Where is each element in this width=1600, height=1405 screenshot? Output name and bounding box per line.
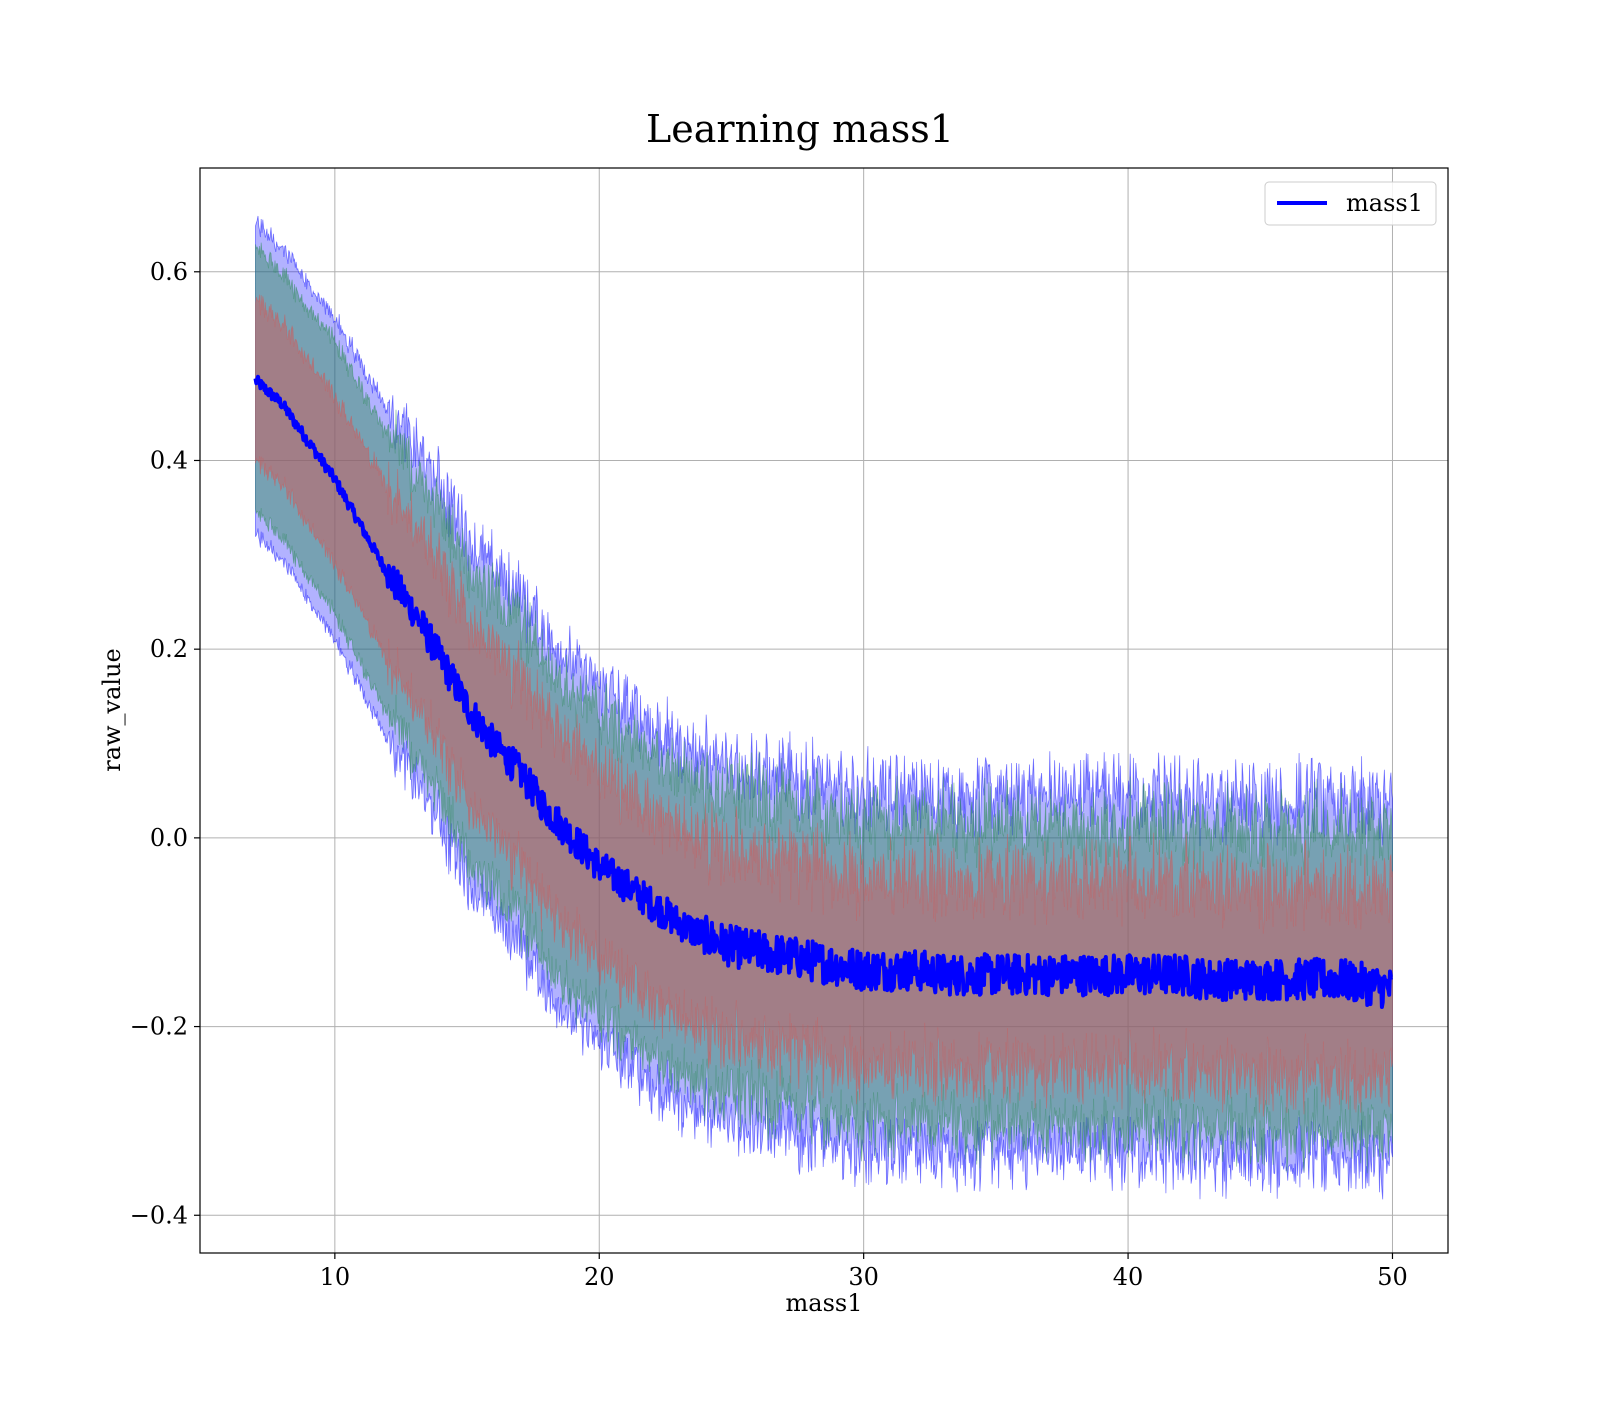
x-tick-label-1: 20: [584, 1263, 615, 1291]
y-tick-label-3: 0.2: [150, 635, 188, 663]
band-inner: [255, 294, 1393, 1117]
grid: [200, 168, 1448, 1253]
x-axis-ticks: 10 20 30 40 50: [320, 1253, 1408, 1291]
x-tick-label-4: 50: [1377, 1263, 1408, 1291]
legend-label-mass1: mass1: [1346, 189, 1423, 217]
chart-title: Learning mass1: [646, 107, 954, 151]
y-axis-ticks: −0.4 −0.2 0.0 0.2 0.4 0.6: [130, 258, 200, 1229]
y-tick-label-0: −0.4: [130, 1201, 188, 1229]
series-lines: [253, 374, 1394, 1009]
y-axis-label: raw_value: [98, 648, 126, 772]
legend-box: [1264, 181, 1437, 226]
y-tick-label-2: 0.0: [150, 824, 188, 852]
x-tick-label-3: 40: [1113, 1263, 1144, 1291]
y-tick-label-5: 0.6: [150, 258, 188, 286]
y-tick-label-1: −0.2: [130, 1013, 188, 1041]
x-axis-label: mass1: [786, 1289, 863, 1317]
x-tick-label-0: 10: [320, 1263, 351, 1291]
y-tick-label-4: 0.4: [150, 446, 188, 474]
plot-frame: [199, 167, 1449, 1254]
x-tick-label-2: 30: [848, 1263, 879, 1291]
confidence-bands: [255, 215, 1393, 1200]
legend: mass1: [1264, 181, 1437, 226]
series-line-mass1: [253, 374, 1394, 1009]
